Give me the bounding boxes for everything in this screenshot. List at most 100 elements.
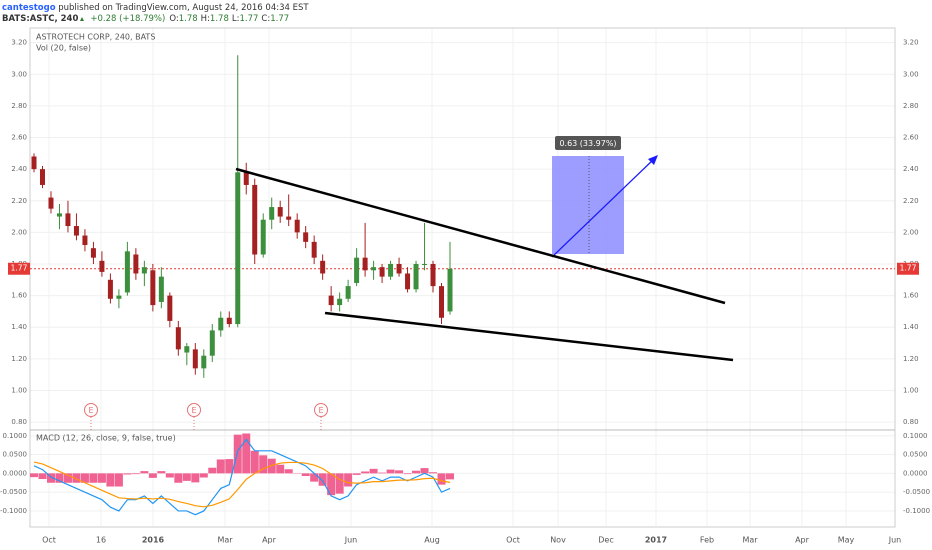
upper-trend-line[interactable] xyxy=(235,167,726,305)
macd-tick-label-left: 0.0500 xyxy=(3,451,28,459)
macd-histogram-bar xyxy=(327,473,336,496)
candle-body xyxy=(422,263,428,265)
earnings-marker[interactable] xyxy=(187,403,201,417)
macd-tick-label-left: -0.0500 xyxy=(0,488,27,496)
published: published on TradingView.com, August 24,… xyxy=(56,3,310,13)
macd-histogram-bar xyxy=(114,473,123,487)
macd-histogram-bar xyxy=(378,472,387,474)
last-price-tag-left xyxy=(8,262,30,275)
y-tick-label-left: 2.20 xyxy=(11,197,27,205)
y-tick-label-left: 2.60 xyxy=(11,134,27,142)
x-tick-label: Mar xyxy=(742,536,758,545)
candle-body xyxy=(124,251,130,293)
grid xyxy=(30,28,896,526)
macd-histogram-bar xyxy=(216,459,225,474)
author[interactable]: cantestogo xyxy=(2,3,56,13)
macd-tick-label-right: 0.0000 xyxy=(903,469,928,477)
y-tick-label-right: 1.00 xyxy=(903,386,919,394)
candle-body xyxy=(413,263,419,290)
macd-title: MACD (12, 26, close, 9, false, true) xyxy=(36,434,176,443)
earnings-marker[interactable] xyxy=(84,403,98,417)
candle-body xyxy=(388,263,394,277)
candle-body xyxy=(320,260,326,274)
candle-body xyxy=(158,276,164,302)
earnings-label: E xyxy=(318,406,323,415)
y-tick-label-left: 3.00 xyxy=(11,70,27,78)
macd-histogram-bar xyxy=(174,473,183,483)
y-tick-label-right: 2.60 xyxy=(903,134,919,142)
y-tick-label-right: 3.20 xyxy=(903,39,919,47)
macd-histogram-bar xyxy=(276,464,285,474)
candle-body xyxy=(184,346,190,353)
macd-histogram-bar xyxy=(429,472,438,474)
marks xyxy=(30,55,895,516)
macd-histogram-bar xyxy=(80,473,89,483)
candle-body xyxy=(56,213,62,217)
macd-histogram-bar xyxy=(242,433,251,474)
candle-body xyxy=(277,207,283,217)
macd-histogram-bar xyxy=(318,473,327,486)
y-tick-label-right: 1.60 xyxy=(903,292,919,300)
macd-histogram-bar xyxy=(361,471,370,474)
signal-line xyxy=(33,461,451,508)
candle-body xyxy=(252,184,258,255)
candle-body xyxy=(218,317,224,331)
symbol: BATS:ASTC, 240 xyxy=(2,14,78,24)
x-tick-label: Apr xyxy=(795,536,810,545)
macd-histogram-bar xyxy=(72,473,81,483)
macd-histogram-bar xyxy=(403,473,412,475)
symbol-line: BATS:ASTC, 240 +0.28 (+18.79%) O:1.78 H:1.7… xyxy=(2,14,289,24)
y-tick-label-right: 2.40 xyxy=(903,165,919,173)
y-tick-label-left: 1.00 xyxy=(11,386,27,394)
last-price-tag-right xyxy=(897,262,919,275)
candle-body xyxy=(396,263,402,274)
y-tick-label-left: 2.00 xyxy=(11,228,27,236)
candle-body xyxy=(439,286,445,318)
candle-body xyxy=(328,295,334,306)
y-tick-label-left: 1.40 xyxy=(11,323,27,331)
y-tick-label-left: 1.60 xyxy=(11,292,27,300)
candle-body xyxy=(107,279,113,299)
macd-histogram-bar xyxy=(55,473,64,483)
macd-histogram-bar xyxy=(63,473,72,483)
earnings-marker[interactable] xyxy=(314,403,328,417)
macd-histogram-bar xyxy=(97,473,106,483)
macd-tick-label-left: 0.0000 xyxy=(3,469,28,477)
macd-histogram-bar xyxy=(301,473,310,476)
candle-body xyxy=(345,286,351,299)
candle-body xyxy=(371,267,377,271)
lower-trend-line[interactable] xyxy=(324,311,734,362)
measure-label: 0.63 (33.97%) xyxy=(559,139,616,148)
y-tick-label-left: 1.20 xyxy=(11,355,27,363)
candle-body xyxy=(39,169,45,185)
projection-arrow[interactable] xyxy=(551,157,656,258)
macd-histogram-bar xyxy=(446,473,454,480)
macd-tick-label-left: 0.1000 xyxy=(3,432,28,440)
macd-histogram-bar xyxy=(310,473,319,482)
y-tick-label-right: 1.40 xyxy=(903,323,919,331)
x-tick-label: Oct xyxy=(42,536,56,545)
last-price-label-right: 1.77 xyxy=(900,264,917,273)
candle-body xyxy=(31,156,37,170)
candle-body xyxy=(379,267,385,277)
macd-histogram-bar xyxy=(369,468,378,474)
macd-histogram-bar xyxy=(30,473,38,478)
x-tick-label: Jun xyxy=(888,536,902,545)
candle-body xyxy=(141,267,147,274)
candle-body xyxy=(133,254,139,274)
candle-body xyxy=(311,241,317,258)
earnings-label: E xyxy=(191,406,196,415)
x-tick-label: May xyxy=(838,536,855,545)
x-tick-label: 2017 xyxy=(645,536,667,545)
candle-body xyxy=(294,219,300,233)
x-tick-label: Apr xyxy=(262,536,277,545)
y-tick-label-right: 2.00 xyxy=(903,228,919,236)
candle-body xyxy=(260,219,266,255)
macd-histogram-bar xyxy=(38,473,47,479)
measure-box[interactable] xyxy=(552,156,624,254)
ohlc-h: 1.78 xyxy=(210,14,229,24)
ohlc-o-label: O: xyxy=(169,14,178,24)
y-tick-label-left: 3.20 xyxy=(11,39,27,47)
macd-histogram-bar xyxy=(233,434,242,474)
